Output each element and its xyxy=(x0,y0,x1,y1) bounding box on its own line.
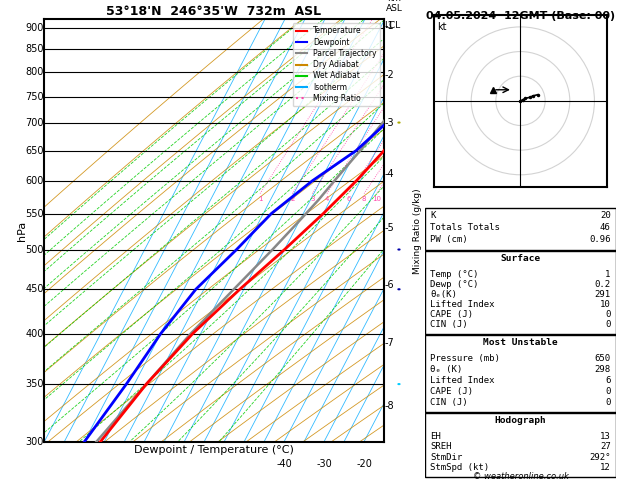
Bar xyxy=(425,413,616,477)
Text: km
ASL: km ASL xyxy=(386,0,403,13)
Text: -6: -6 xyxy=(384,280,394,290)
Text: -40: -40 xyxy=(277,459,292,469)
Text: 300: 300 xyxy=(25,437,43,447)
Text: 27: 27 xyxy=(600,442,611,451)
Text: -7: -7 xyxy=(384,338,394,348)
Text: StmSpd (kt): StmSpd (kt) xyxy=(430,463,489,472)
Text: CIN (J): CIN (J) xyxy=(430,398,468,407)
Text: StmDir: StmDir xyxy=(430,452,462,462)
Text: 500: 500 xyxy=(25,244,43,255)
Text: 6: 6 xyxy=(605,376,611,385)
Text: -1: -1 xyxy=(384,20,394,31)
Text: 298: 298 xyxy=(594,365,611,374)
Text: CAPE (J): CAPE (J) xyxy=(430,310,474,319)
Text: 750: 750 xyxy=(25,91,43,102)
Bar xyxy=(425,208,616,250)
Text: 0: 0 xyxy=(605,398,611,407)
Text: Most Unstable: Most Unstable xyxy=(483,338,558,347)
Text: -3: -3 xyxy=(384,118,394,127)
Legend: Temperature, Dewpoint, Parcel Trajectory, Dry Adiabat, Wet Adiabat, Isotherm, Mi: Temperature, Dewpoint, Parcel Trajectory… xyxy=(292,23,380,106)
Text: 550: 550 xyxy=(25,208,43,219)
Text: 600: 600 xyxy=(25,176,43,186)
Text: -30: -30 xyxy=(317,459,333,469)
Text: 46: 46 xyxy=(600,223,611,232)
Text: 400: 400 xyxy=(25,329,43,339)
Text: 0.96: 0.96 xyxy=(589,235,611,244)
Text: -4: -4 xyxy=(384,170,394,179)
Text: 13: 13 xyxy=(600,432,611,441)
Text: Surface: Surface xyxy=(501,254,540,263)
Text: Temp (°C): Temp (°C) xyxy=(430,270,479,278)
Text: 3: 3 xyxy=(310,196,314,202)
Text: 900: 900 xyxy=(25,23,43,33)
Text: © weatheronline.co.uk: © weatheronline.co.uk xyxy=(472,471,569,481)
Text: Hodograph: Hodograph xyxy=(494,416,547,425)
Text: 700: 700 xyxy=(25,118,43,127)
Text: 450: 450 xyxy=(25,284,43,294)
Bar xyxy=(425,335,616,412)
Text: 850: 850 xyxy=(25,44,43,54)
Text: 04.05.2024  12GMT (Base: 00): 04.05.2024 12GMT (Base: 00) xyxy=(426,11,616,21)
Text: 800: 800 xyxy=(25,67,43,77)
Text: Lifted Index: Lifted Index xyxy=(430,300,495,309)
Text: -20: -20 xyxy=(357,459,372,469)
Text: -5: -5 xyxy=(384,223,394,232)
Text: θₑ(K): θₑ(K) xyxy=(430,290,457,299)
Title: 53°18'N  246°35'W  732m  ASL: 53°18'N 246°35'W 732m ASL xyxy=(106,5,321,18)
Text: θₑ (K): θₑ (K) xyxy=(430,365,462,374)
Text: 10: 10 xyxy=(372,196,381,202)
Text: 350: 350 xyxy=(25,379,43,389)
Text: 6: 6 xyxy=(346,196,350,202)
Text: 2: 2 xyxy=(290,196,294,202)
Text: 0: 0 xyxy=(605,387,611,396)
Text: 0: 0 xyxy=(605,310,611,319)
Text: hPa: hPa xyxy=(17,221,27,241)
Text: -2: -2 xyxy=(384,69,394,80)
Text: 1: 1 xyxy=(258,196,262,202)
Text: CAPE (J): CAPE (J) xyxy=(430,387,474,396)
Text: K: K xyxy=(430,211,436,220)
Text: Pressure (mb): Pressure (mb) xyxy=(430,354,500,363)
Text: 8: 8 xyxy=(362,196,366,202)
Text: 0: 0 xyxy=(605,320,611,329)
Text: Dewp (°C): Dewp (°C) xyxy=(430,280,479,289)
Text: PW (cm): PW (cm) xyxy=(430,235,468,244)
Text: 291: 291 xyxy=(594,290,611,299)
Text: 650: 650 xyxy=(25,145,43,156)
Text: 4: 4 xyxy=(325,196,329,202)
Text: 0.2: 0.2 xyxy=(594,280,611,289)
Text: 650: 650 xyxy=(594,354,611,363)
Text: Totals Totals: Totals Totals xyxy=(430,223,500,232)
Text: Mixing Ratio (g/kg): Mixing Ratio (g/kg) xyxy=(413,188,422,274)
Text: CIN (J): CIN (J) xyxy=(430,320,468,329)
Bar xyxy=(425,251,616,334)
Text: SREH: SREH xyxy=(430,442,452,451)
Text: 292°: 292° xyxy=(589,452,611,462)
Text: Lifted Index: Lifted Index xyxy=(430,376,495,385)
Text: 1: 1 xyxy=(605,270,611,278)
Text: EH: EH xyxy=(430,432,441,441)
Text: LCL: LCL xyxy=(384,21,400,30)
Text: kt: kt xyxy=(437,22,446,32)
Text: 10: 10 xyxy=(600,300,611,309)
Text: 12: 12 xyxy=(600,463,611,472)
Text: -8: -8 xyxy=(384,401,394,411)
X-axis label: Dewpoint / Temperature (°C): Dewpoint / Temperature (°C) xyxy=(134,445,294,455)
Text: 20: 20 xyxy=(600,211,611,220)
